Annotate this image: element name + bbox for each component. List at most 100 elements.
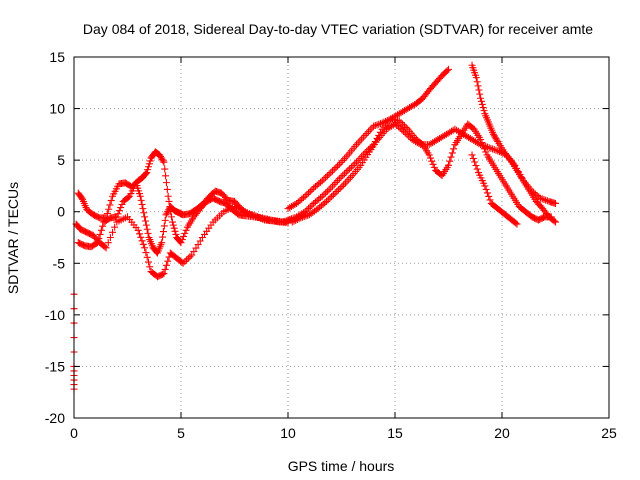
data-point — [317, 194, 325, 202]
x-tick-label: 5 — [177, 425, 185, 441]
data-point — [143, 253, 151, 261]
data-point — [141, 244, 149, 252]
data-point — [146, 263, 154, 271]
data-point — [540, 196, 548, 204]
data-point — [314, 205, 322, 213]
data-point — [370, 122, 378, 130]
y-axis-label: SDTVAR / TECUs — [5, 182, 21, 294]
data-point — [475, 140, 483, 148]
data-point — [513, 220, 521, 228]
data-point — [486, 196, 494, 204]
data-point — [159, 157, 167, 165]
data-point — [332, 164, 340, 172]
data-point — [311, 198, 319, 206]
data-point — [472, 162, 480, 170]
data-point — [396, 124, 404, 132]
data-point — [107, 197, 115, 205]
data-point — [138, 200, 146, 208]
data-point — [329, 182, 337, 190]
data-point — [478, 141, 486, 149]
data-point — [159, 228, 167, 236]
data-point — [168, 213, 176, 221]
data-point — [356, 137, 364, 145]
series-trace-1 — [74, 148, 292, 247]
series-trace-8 — [468, 151, 521, 228]
series-trace-4 — [284, 65, 452, 213]
data-point — [400, 127, 408, 135]
data-point — [168, 218, 176, 226]
data-point — [538, 195, 546, 203]
y-tick-label: -5 — [53, 255, 66, 271]
data-point — [491, 133, 499, 141]
data-point — [169, 221, 177, 229]
data-point — [323, 187, 331, 195]
data-point — [430, 163, 438, 171]
y-tick-label: -20 — [45, 410, 65, 426]
axis-ticks: 0 5 10 15 20 25 -20 -15 -10 -5 0 5 10 15 — [45, 49, 617, 441]
data-point — [342, 168, 350, 176]
data-point — [446, 157, 454, 165]
data-point — [313, 181, 321, 189]
data-point — [340, 155, 348, 163]
data-point — [158, 239, 166, 247]
data-point — [330, 180, 338, 188]
data-point — [346, 165, 354, 173]
data-point — [135, 230, 143, 238]
data-point — [334, 177, 342, 185]
data-point — [142, 221, 150, 229]
data-point — [443, 67, 451, 75]
data-point — [306, 203, 314, 211]
data-point — [164, 257, 172, 265]
data-point — [483, 189, 491, 197]
data-point — [358, 135, 366, 143]
data-point — [141, 213, 149, 221]
data-point — [479, 104, 487, 112]
data-point — [321, 199, 329, 207]
data-point — [346, 173, 354, 181]
data-point — [103, 210, 111, 218]
data-point — [333, 187, 341, 195]
data-point — [344, 166, 352, 174]
series-trace-7 — [468, 61, 559, 226]
data-point — [493, 136, 501, 144]
x-tick-label: 10 — [280, 425, 296, 441]
data-point — [134, 226, 142, 234]
data-point — [359, 133, 367, 141]
data-point — [403, 131, 411, 139]
data-point — [160, 222, 168, 230]
data-point — [485, 144, 493, 152]
data-point — [319, 200, 327, 208]
data-point — [106, 234, 114, 241]
data-point — [477, 141, 485, 149]
data-point — [477, 97, 485, 105]
data-point — [78, 194, 86, 202]
data-point — [354, 139, 362, 147]
data-point — [143, 225, 151, 233]
data-point — [401, 129, 409, 137]
data-point — [164, 208, 172, 216]
data-point — [181, 229, 189, 237]
data-point — [361, 131, 369, 139]
data-point — [330, 165, 338, 173]
data-point — [171, 227, 179, 235]
data-point — [156, 151, 164, 159]
data-point — [297, 214, 305, 222]
data-point — [99, 222, 107, 230]
data-point — [393, 121, 401, 129]
data-point — [425, 151, 433, 159]
data-point — [341, 179, 349, 187]
data-point — [428, 157, 436, 165]
data-point — [303, 191, 311, 199]
data-point — [136, 192, 144, 200]
data-point — [334, 162, 342, 170]
data-point — [302, 212, 310, 220]
data-point — [339, 157, 347, 165]
data-point — [543, 197, 551, 205]
data-point — [139, 240, 147, 248]
data-point — [172, 230, 180, 238]
chart-title: Day 084 of 2018, Sidereal Day-to-day VTE… — [83, 21, 593, 37]
data-point — [143, 169, 151, 177]
data-point — [305, 204, 313, 212]
